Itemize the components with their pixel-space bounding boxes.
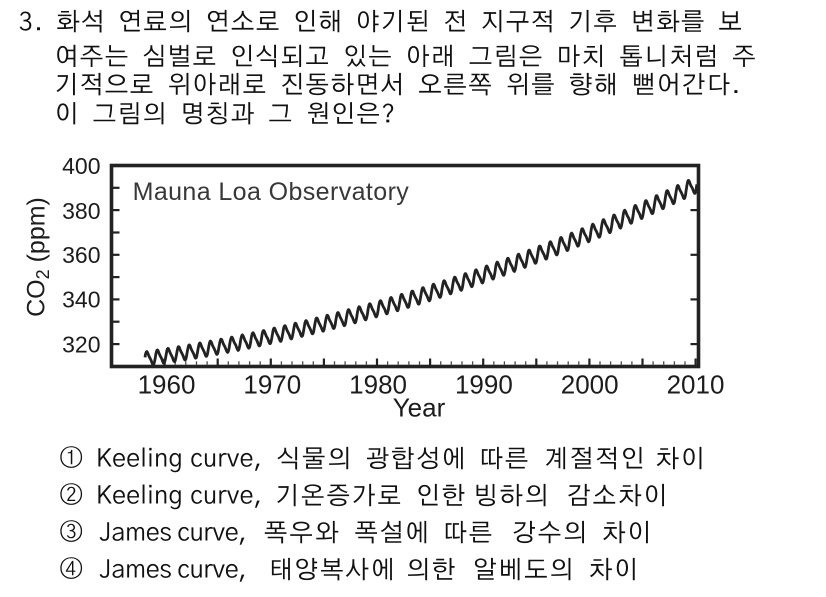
svg-text:400: 400 [62, 153, 100, 179]
svg-text:1970: 1970 [243, 370, 301, 400]
svg-text:1990: 1990 [455, 370, 513, 400]
svg-text:Mauna Loa Observatory: Mauna Loa Observatory [133, 178, 410, 206]
svg-text:1980: 1980 [349, 370, 407, 400]
svg-text:360: 360 [62, 242, 100, 268]
svg-text:340: 340 [62, 287, 100, 313]
svg-text:1960: 1960 [138, 370, 196, 400]
svg-text:2010: 2010 [667, 370, 725, 400]
svg-text:2000: 2000 [561, 370, 619, 400]
svg-text:380: 380 [62, 198, 100, 224]
svg-text:CO2 (ppm): CO2 (ppm) [23, 197, 54, 317]
svg-text:320: 320 [62, 332, 100, 358]
svg-text:Year: Year [393, 393, 446, 423]
